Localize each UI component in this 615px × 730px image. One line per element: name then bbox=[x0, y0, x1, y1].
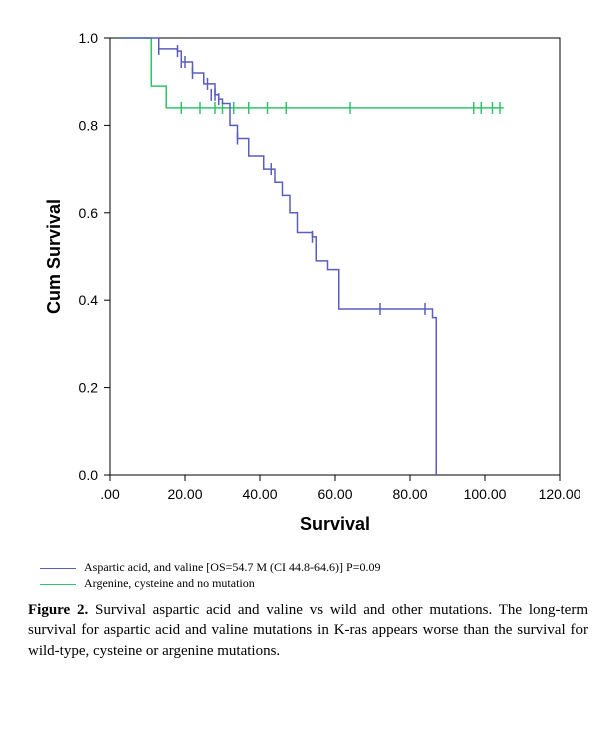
legend-entry-argenine-cysteine-wild: Argenine, cysteine and no mutation bbox=[40, 576, 580, 592]
svg-text:100.00: 100.00 bbox=[464, 486, 507, 502]
svg-text:.00: .00 bbox=[100, 486, 120, 502]
svg-text:0.4: 0.4 bbox=[79, 292, 99, 308]
svg-text:0.2: 0.2 bbox=[79, 380, 99, 396]
legend-swatch-aspartic-valine bbox=[40, 568, 76, 569]
survival-chart: .00 20.00 40.00 60.00 80.00 100.00 120.00 0.0 0.… bbox=[40, 20, 580, 550]
svg-text:Survival: Survival bbox=[300, 514, 370, 534]
svg-text:0.0: 0.0 bbox=[79, 467, 99, 483]
svg-text:80.00: 80.00 bbox=[392, 486, 427, 502]
legend-label-argenine-cysteine-wild: Argenine, cysteine and no mutation bbox=[84, 576, 255, 592]
svg-text:60.00: 60.00 bbox=[317, 486, 352, 502]
svg-text:120.00: 120.00 bbox=[539, 486, 580, 502]
legend-label-aspartic-valine: Aspartic acid, and valine [OS=54.7 M (CI… bbox=[84, 560, 380, 576]
svg-text:Cum Survival: Cum Survival bbox=[44, 199, 64, 314]
svg-text:0.6: 0.6 bbox=[79, 205, 99, 221]
svg-text:0.8: 0.8 bbox=[79, 117, 99, 133]
figure-caption: Figure 2. Survival aspartic acid and val… bbox=[28, 600, 588, 661]
svg-text:20.00: 20.00 bbox=[167, 486, 202, 502]
legend-swatch-argenine-cysteine-wild bbox=[40, 584, 76, 585]
caption-text: Survival aspartic acid and valine vs wil… bbox=[28, 602, 588, 659]
caption-title: Figure 2. bbox=[28, 602, 88, 618]
svg-text:40.00: 40.00 bbox=[242, 486, 277, 502]
legend-entry-aspartic-valine: Aspartic acid, and valine [OS=54.7 M (CI… bbox=[40, 560, 580, 576]
svg-text:1.0: 1.0 bbox=[79, 30, 99, 46]
chart-legend: Aspartic acid, and valine [OS=54.7 M (CI… bbox=[40, 560, 580, 592]
